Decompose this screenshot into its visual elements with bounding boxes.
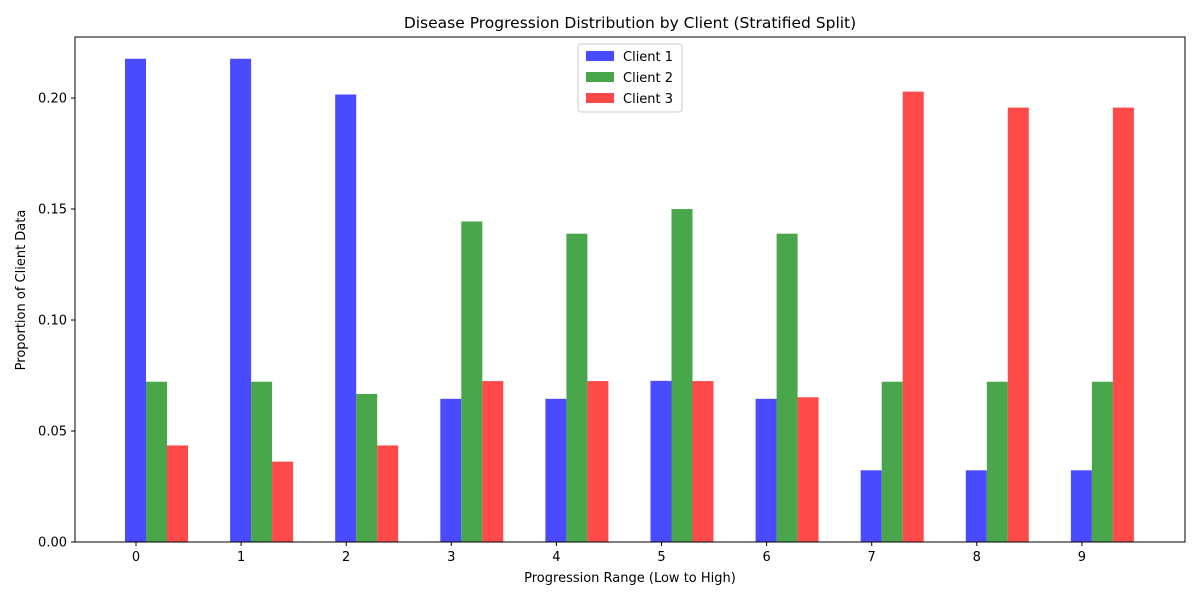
x-tick-label: 8 [973,550,981,565]
legend: Client 1 Client 2 Client 3 [577,43,683,113]
x-tick-label: 6 [762,550,770,565]
bars-group [125,58,1134,543]
x-tick-label: 1 [237,550,245,565]
bar-series-3-cat-4 [587,381,609,542]
bar-series-2-cat-8 [986,381,1008,542]
x-tick-label: 9 [1078,550,1086,565]
bar-series-3-cat-1 [272,461,294,542]
y-tick-label: 0.20 [38,92,67,107]
bar-series-2-cat-2 [356,393,378,542]
bar-series-1-cat-4 [545,398,567,542]
bar-series-3-cat-2 [377,445,399,542]
bar-series-2-cat-3 [461,221,483,542]
bar-series-2-cat-6 [776,233,798,543]
y-axis-label: Proportion of Client Data [14,210,29,371]
bar-series-2-cat-0 [146,381,167,542]
bar-series-2-cat-4 [566,233,588,543]
bar-series-2-cat-5 [671,209,693,542]
bar-series-3-cat-0 [167,445,188,542]
bar-series-1-cat-9 [1070,470,1092,542]
x-tick-label: 3 [447,550,455,565]
legend-swatch-1 [586,51,614,61]
y-tick-label: 0.05 [38,425,67,440]
bar-series-3-cat-9 [1112,107,1134,542]
bar-series-2-cat-1 [251,381,273,542]
x-tick-label: 4 [552,550,560,565]
legend-label-2: Client 2 [623,71,673,86]
bar-series-3-cat-6 [797,397,819,542]
bar-series-3-cat-8 [1007,107,1029,542]
bar-series-2-cat-7 [881,381,903,542]
x-axis-label: Progression Range (Low to High) [524,571,736,586]
x-tick-label: 2 [342,550,350,565]
plot-frame [74,36,1186,543]
x-tick-label: 7 [868,550,876,565]
bar-series-1-cat-5 [650,380,672,542]
bar-series-1-cat-2 [335,94,357,543]
bar-series-3-cat-5 [692,381,714,542]
legend-label-1: Client 1 [623,50,673,65]
y-tick-label: 0.00 [38,536,67,551]
bar-series-2-cat-9 [1091,381,1113,542]
legend-swatch-2 [586,72,614,82]
x-tick-label: 0 [132,550,140,565]
legend-label-3: Client 3 [623,92,673,107]
bar-series-1-cat-0 [125,58,146,542]
x-tick-label: 5 [657,550,665,565]
bar-series-1-cat-1 [230,58,252,542]
y-tick-label: 0.10 [38,314,67,329]
bar-series-3-cat-3 [482,381,504,542]
bar-series-1-cat-7 [860,470,882,542]
x-axis-ticks: 0 1 2 3 4 5 6 7 8 9 [132,542,1086,565]
legend-swatch-3 [586,93,614,103]
y-axis-ticks: 0.00 0.05 0.10 0.15 0.20 [38,92,75,551]
bar-series-1-cat-3 [440,398,462,542]
bar-series-1-cat-6 [755,398,777,542]
bar-series-1-cat-8 [965,470,987,542]
chart-title: Disease Progression Distribution by Clie… [404,14,856,32]
y-tick-label: 0.15 [38,203,67,218]
bar-series-3-cat-7 [902,91,924,543]
